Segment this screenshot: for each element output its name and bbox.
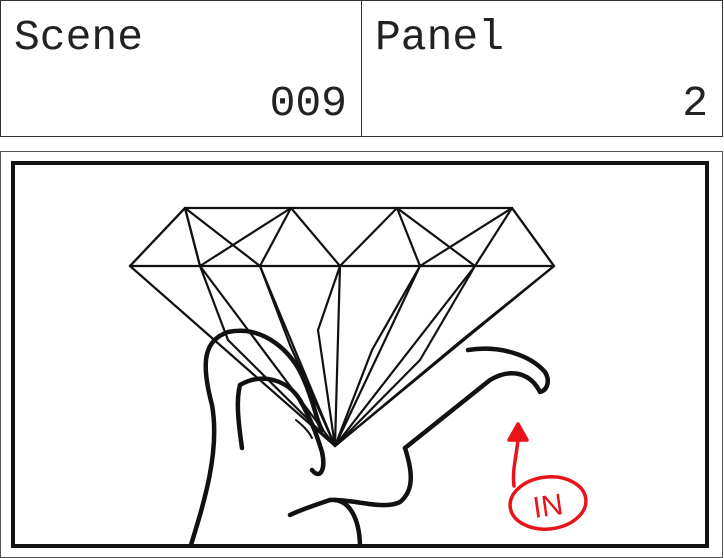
panel-number: 2 (682, 79, 708, 128)
storyboard-drawing: IN (128, 206, 588, 544)
arrow-head-icon (507, 422, 529, 442)
annotation-circle (508, 475, 588, 531)
scene-cell: Scene 009 (0, 0, 362, 137)
scene-label: Scene (14, 13, 144, 62)
storyboard-header: Scene 009 Panel 2 (0, 0, 724, 139)
diamond-sketch (128, 206, 556, 448)
zoom-in-annotation (507, 422, 588, 531)
arrow-shaft (511, 438, 520, 488)
hand-sketch (188, 328, 550, 544)
panel-cell: Panel 2 (361, 0, 723, 137)
storyboard-frame: IN (11, 161, 709, 548)
annotation-text: IN (531, 488, 565, 525)
panel-label: Panel (375, 13, 505, 62)
scene-number: 009 (269, 79, 347, 128)
